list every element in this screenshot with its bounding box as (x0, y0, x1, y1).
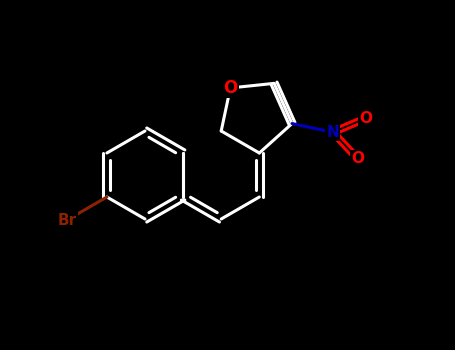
Text: O: O (359, 111, 373, 126)
Text: O: O (223, 79, 238, 97)
Text: N: N (327, 125, 339, 140)
Text: O: O (351, 151, 364, 166)
Text: Br: Br (57, 212, 76, 228)
